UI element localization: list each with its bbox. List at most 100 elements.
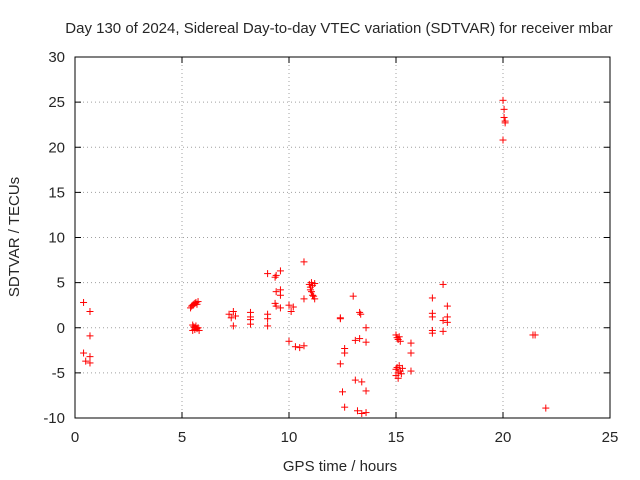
data-point [264, 270, 272, 278]
data-point [225, 310, 233, 318]
data-point [542, 404, 550, 412]
data-point [264, 322, 272, 330]
x-tick-label: 25 [602, 429, 619, 446]
data-point [394, 374, 402, 382]
data-point [398, 364, 406, 372]
data-point [407, 339, 415, 347]
data-point [194, 298, 202, 306]
data-point [195, 326, 203, 334]
data-point [311, 280, 319, 288]
data-point [358, 378, 366, 386]
data-point [353, 407, 361, 415]
data-point [396, 337, 404, 345]
data-point [407, 349, 415, 357]
data-point [362, 409, 370, 417]
data-point [397, 370, 405, 378]
data-point [395, 333, 403, 341]
y-tick-label: -5 [52, 365, 65, 382]
data-point [341, 349, 349, 357]
y-tick-label: 20 [48, 139, 65, 156]
data-point [349, 292, 357, 300]
data-points [80, 96, 550, 417]
data-point [272, 288, 280, 296]
data-point [428, 329, 436, 337]
x-axis-label: GPS time / hours [283, 458, 397, 475]
data-point [531, 331, 539, 339]
data-point [336, 360, 344, 368]
data-point [306, 286, 314, 294]
data-point [246, 320, 254, 328]
data-point [392, 365, 400, 373]
y-tick-label: 15 [48, 184, 65, 201]
data-point [307, 288, 315, 296]
data-point [296, 344, 304, 352]
data-point [276, 267, 284, 275]
data-point [309, 291, 317, 299]
data-point [285, 301, 293, 309]
data-point [276, 291, 284, 299]
y-tick-label: -10 [43, 410, 65, 427]
data-point [86, 308, 94, 316]
data-point [229, 308, 237, 316]
y-tick-label: 25 [48, 94, 65, 111]
data-point [264, 315, 272, 323]
x-tick-label: 15 [388, 429, 405, 446]
data-point [358, 409, 366, 417]
data-point [300, 342, 308, 350]
axis-tick-labels: 0 5 10 15 20 25 -10 -5 0 5 10 15 20 25 30 [43, 49, 618, 446]
x-tick-label: 0 [71, 429, 79, 446]
data-point [439, 317, 447, 325]
data-point [229, 322, 237, 330]
x-tick-label: 5 [178, 429, 186, 446]
x-tick-label: 10 [281, 429, 298, 446]
data-point [362, 338, 370, 346]
data-point [227, 314, 235, 322]
data-point [311, 295, 319, 303]
data-point [499, 136, 507, 144]
data-point [428, 294, 436, 302]
data-point [339, 388, 346, 396]
data-point [443, 302, 451, 310]
data-point [500, 113, 508, 121]
data-point [341, 403, 349, 411]
data-point [439, 327, 447, 335]
data-point [351, 336, 359, 344]
data-point [289, 303, 297, 311]
data-point [80, 298, 88, 306]
data-point [501, 119, 509, 127]
y-tick-label: 10 [48, 230, 65, 247]
data-point [499, 96, 507, 104]
chart-title: Day 130 of 2024, Sidereal Day-to-day VTE… [65, 20, 612, 37]
data-point [443, 318, 451, 326]
data-point [86, 359, 94, 367]
data-point [86, 353, 94, 361]
data-point [82, 357, 90, 365]
data-point [232, 312, 239, 320]
data-point [428, 313, 436, 321]
data-point [362, 324, 370, 332]
data-point [272, 271, 280, 279]
axis-ticks [74, 56, 611, 419]
data-point [86, 332, 94, 340]
data-point [300, 258, 308, 266]
data-point [362, 387, 370, 395]
data-point [356, 308, 364, 316]
data-point [351, 376, 359, 384]
y-tick-label: 30 [48, 49, 65, 66]
y-axis-label: SDTVAR / TECUs [6, 177, 23, 297]
data-point [336, 315, 344, 323]
data-point [500, 105, 508, 113]
y-tick-label: 5 [57, 275, 65, 292]
data-point [356, 335, 364, 343]
x-tick-label: 20 [495, 429, 512, 446]
data-point [276, 304, 284, 312]
data-point [272, 302, 280, 310]
data-point [407, 367, 415, 375]
data-point [439, 280, 447, 288]
data-point [287, 308, 295, 316]
data-point [285, 337, 293, 345]
data-point [271, 273, 279, 281]
y-tick-label: 0 [57, 320, 65, 337]
